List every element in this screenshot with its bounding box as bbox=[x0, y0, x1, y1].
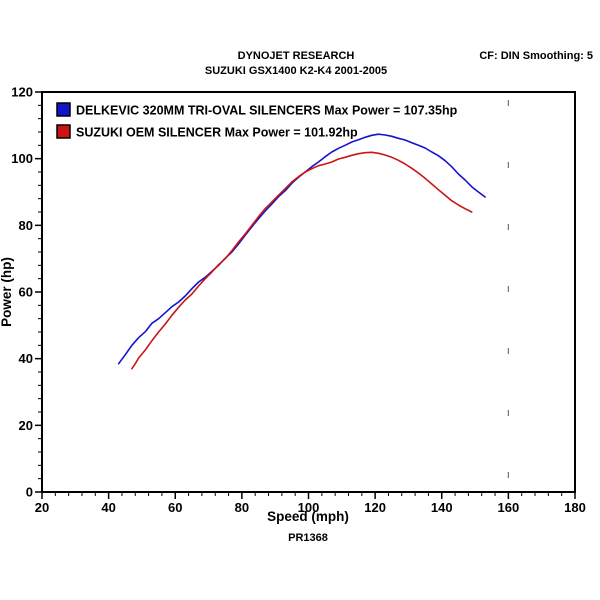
x-tick-label: 120 bbox=[364, 500, 386, 515]
y-tick-label: 80 bbox=[19, 218, 33, 233]
legend-label-1: SUZUKI OEM SILENCER Max Power = 101.92hp bbox=[76, 126, 358, 140]
y-tick-label: 40 bbox=[19, 351, 33, 366]
x-tick-label: 160 bbox=[498, 500, 520, 515]
y-tick-label: 0 bbox=[26, 485, 33, 500]
plot-frame bbox=[41, 91, 576, 493]
legend-swatch-1 bbox=[56, 124, 71, 139]
y-tick-label: 20 bbox=[19, 418, 33, 433]
x-tick-label: 20 bbox=[35, 500, 49, 515]
series-line-1 bbox=[131, 151, 473, 370]
y-tick-label: 60 bbox=[19, 285, 33, 300]
x-tick-label: 140 bbox=[431, 500, 453, 515]
x-tick-label: 60 bbox=[168, 500, 182, 515]
legend-swatch-0 bbox=[56, 102, 71, 117]
x-tick-label: 100 bbox=[298, 500, 320, 515]
plot-area: 20 40 60 80 100 120 140 160 180020406080100120DE… bbox=[11, 85, 586, 516]
chart-subtitle: SUZUKI GSX1400 K2-K4 2001-2005 bbox=[205, 65, 387, 77]
footer-code: PR1368 bbox=[288, 532, 328, 544]
smoothing-note: CF: DIN Smoothing: 5 bbox=[479, 50, 593, 62]
chart-title: DYNOJET RESEARCH bbox=[238, 50, 355, 62]
y-axis-title: Power (hp) bbox=[0, 257, 14, 327]
legend-label-0: DELKEVIC 320MM TRI-OVAL SILENCERS Max Po… bbox=[76, 104, 458, 118]
x-tick-label: 40 bbox=[101, 500, 115, 515]
x-tick-label: 80 bbox=[235, 500, 249, 515]
y-tick-label: 120 bbox=[11, 85, 33, 100]
y-tick-label: 100 bbox=[11, 151, 33, 166]
x-tick-label: 180 bbox=[564, 500, 586, 515]
x-axis-title: Speed (mph) bbox=[267, 509, 349, 524]
